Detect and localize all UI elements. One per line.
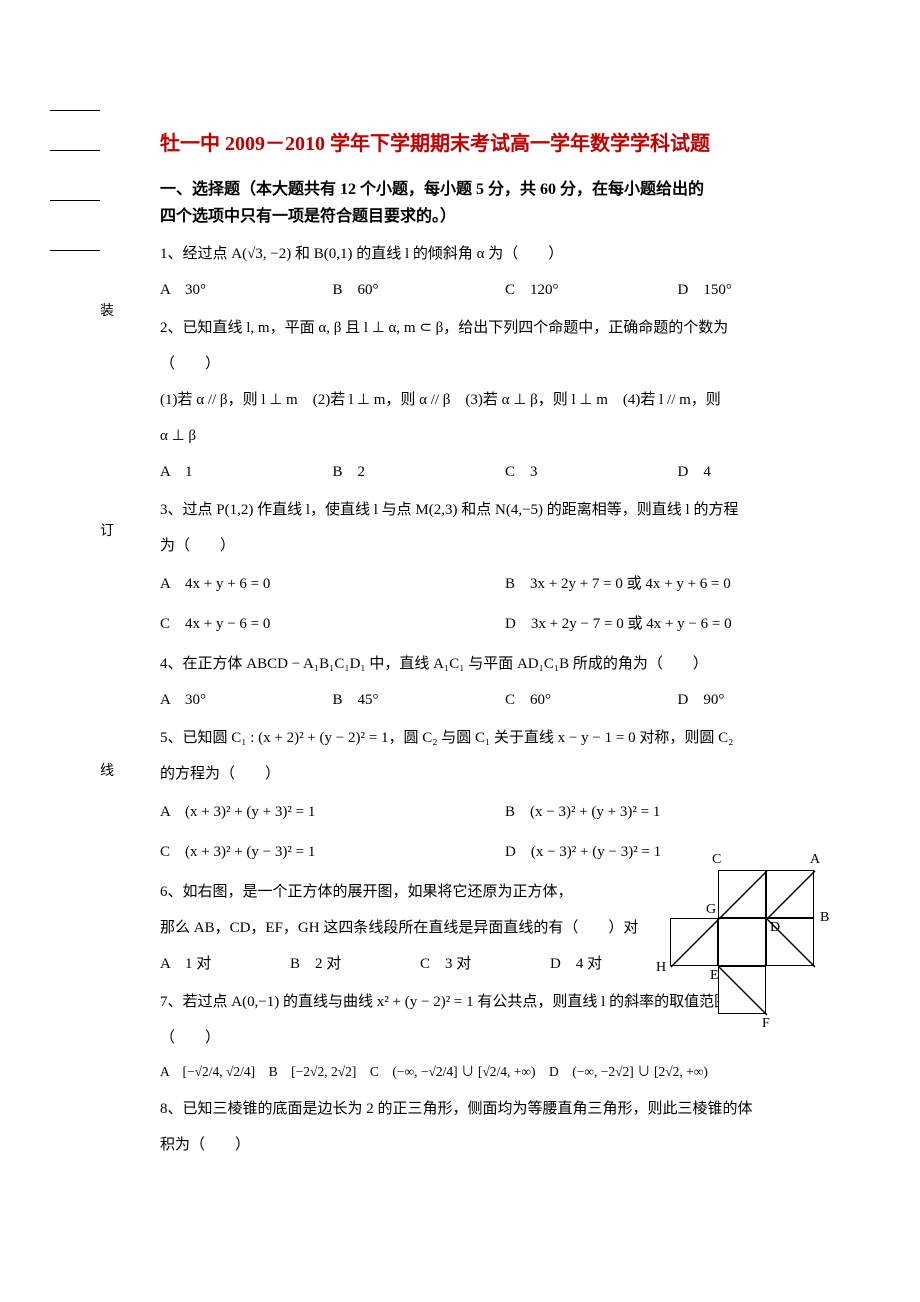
q4-stem: 4、在正方体 ABCD − A₁B₁C₁D₁ 中，直线 A₁C₁ 与平面 AD₁… bbox=[160, 646, 870, 682]
cube-net-lines bbox=[670, 870, 870, 1070]
q3-choice-d: D 3x + 2y − 7 = 0 或 4x + y − 6 = 0 bbox=[505, 604, 850, 644]
section1-heading: 一、选择题（本大题共有 12 个小题，每小题 5 分，共 60 分，在每小题给出… bbox=[160, 176, 870, 230]
margin-mark-xian: 线 bbox=[100, 760, 114, 780]
margin-mark-ding: 订 bbox=[100, 520, 114, 540]
question-6: 6、如右图，是一个正方体的展开图，如果将它还原为正方体， 那么 AB，CD，EF… bbox=[160, 874, 680, 982]
margin-line bbox=[50, 250, 100, 251]
margin-line bbox=[50, 110, 100, 111]
q6-choice-b: B 2 对 bbox=[290, 946, 420, 982]
q1-choice-d: D 150° bbox=[678, 272, 851, 308]
q5-stem-l2: 的方程为（ ） bbox=[160, 756, 870, 792]
q5-choice-d: D (x − 3)² + (y − 3)² = 1 bbox=[505, 832, 850, 872]
margin-line bbox=[50, 150, 100, 151]
cube-label-F: F bbox=[762, 1016, 770, 1032]
cube-label-C: C bbox=[712, 852, 721, 868]
q4-choice-c: C 60° bbox=[505, 682, 678, 718]
question-4: 4、在正方体 ABCD − A₁B₁C₁D₁ 中，直线 A₁C₁ 与平面 AD₁… bbox=[160, 646, 870, 718]
q4-choice-a: A 30° bbox=[160, 682, 333, 718]
exam-title: 牡一中 2009－2010 学年下学期期末考试高一学年数学学科试题 bbox=[160, 120, 870, 168]
cube-net-diagram: C A G D B H E F bbox=[670, 870, 870, 1070]
cube-label-A: A bbox=[810, 852, 820, 868]
cube-label-H: H bbox=[656, 960, 666, 976]
q2-stem-l2: （ ） bbox=[160, 346, 870, 382]
section1-heading-l2: 四个选项中只有一项是符合题目要求的。） bbox=[160, 208, 456, 225]
q8-stem-l2: 积为（ ） bbox=[160, 1127, 870, 1163]
q6-choice-c: C 3 对 bbox=[420, 946, 550, 982]
q2-choice-d: D 4 bbox=[678, 454, 851, 490]
q8-stem-l1: 8、已知三棱锥的底面是边长为 2 的正三角形，侧面均为等腰直角三角形，则此三棱锥… bbox=[160, 1091, 870, 1127]
q2-choices: A 1 B 2 C 3 D 4 bbox=[160, 454, 850, 490]
question-5: 5、已知圆 C₁ : (x + 2)² + (y − 2)² = 1，圆 C₂ … bbox=[160, 720, 870, 872]
question-8: 8、已知三棱锥的底面是边长为 2 的正三角形，侧面均为等腰直角三角形，则此三棱锥… bbox=[160, 1091, 870, 1163]
q2-stem-l1: 2、已知直线 l, m，平面 α, β 且 l ⊥ α, m ⊂ β，给出下列四… bbox=[160, 310, 870, 346]
q6-choice-a: A 1 对 bbox=[160, 946, 290, 982]
cube-label-B: B bbox=[820, 910, 829, 926]
q3-stem-l2: 为（ ） bbox=[160, 528, 870, 564]
q1-choice-a: A 30° bbox=[160, 272, 333, 308]
q3-choices: A 4x + y + 6 = 0 B 3x + 2y + 7 = 0 或 4x … bbox=[160, 564, 850, 644]
q5-choice-a: A (x + 3)² + (y + 3)² = 1 bbox=[160, 792, 505, 832]
section1-heading-l1: 一、选择题（本大题共有 12 个小题，每小题 5 分，共 60 分，在每小题给出… bbox=[160, 181, 704, 198]
q6-choices: A 1 对 B 2 对 C 3 对 D 4 对 bbox=[160, 946, 680, 982]
q3-choice-c: C 4x + y − 6 = 0 bbox=[160, 604, 505, 644]
margin-mark-zhuang: 装 bbox=[100, 300, 114, 320]
q2-props2: α ⊥ β bbox=[160, 418, 870, 454]
q4-choice-b: B 45° bbox=[333, 682, 506, 718]
cube-label-D: D bbox=[770, 920, 780, 936]
q1-choice-b: B 60° bbox=[333, 272, 506, 308]
q5-choice-c: C (x + 3)² + (y − 3)² = 1 bbox=[160, 832, 505, 872]
q2-props: (1)若 α // β，则 l ⊥ m (2)若 l ⊥ m，则 α // β … bbox=[160, 382, 870, 418]
q5-stem-l1: 5、已知圆 C₁ : (x + 2)² + (y − 2)² = 1，圆 C₂ … bbox=[160, 720, 870, 756]
q2-choice-b: B 2 bbox=[333, 454, 506, 490]
q1-choices: A 30° B 60° C 120° D 150° bbox=[160, 272, 850, 308]
q4-choice-d: D 90° bbox=[678, 682, 851, 718]
question-2: 2、已知直线 l, m，平面 α, β 且 l ⊥ α, m ⊂ β，给出下列四… bbox=[160, 310, 870, 490]
cube-label-G: G bbox=[706, 902, 716, 918]
q5-choice-b: B (x − 3)² + (y + 3)² = 1 bbox=[505, 792, 850, 832]
q1-choice-c: C 120° bbox=[505, 272, 678, 308]
q4-choices: A 30° B 45° C 60° D 90° bbox=[160, 682, 850, 718]
q6-stem-l2: 那么 AB，CD，EF，GH 这四条线段所在直线是异面直线的有（ ）对 bbox=[160, 910, 680, 946]
q3-stem-l1: 3、过点 P(1,2) 作直线 l，使直线 l 与点 M(2,3) 和点 N(4… bbox=[160, 492, 870, 528]
question-1: 1、经过点 A(√3, −2) 和 B(0,1) 的直线 l 的倾斜角 α 为（… bbox=[160, 236, 870, 308]
question-3: 3、过点 P(1,2) 作直线 l，使直线 l 与点 M(2,3) 和点 N(4… bbox=[160, 492, 870, 644]
cube-label-E: E bbox=[710, 968, 719, 984]
q3-choice-b: B 3x + 2y + 7 = 0 或 4x + y + 6 = 0 bbox=[505, 564, 850, 604]
q1-stem: 1、经过点 A(√3, −2) 和 B(0,1) 的直线 l 的倾斜角 α 为（… bbox=[160, 236, 870, 272]
q2-choice-a: A 1 bbox=[160, 454, 333, 490]
q3-choice-a: A 4x + y + 6 = 0 bbox=[160, 564, 505, 604]
q5-choices: A (x + 3)² + (y + 3)² = 1 B (x − 3)² + (… bbox=[160, 792, 850, 872]
margin-line bbox=[50, 200, 100, 201]
q6-stem-l1: 6、如右图，是一个正方体的展开图，如果将它还原为正方体， bbox=[160, 874, 680, 910]
q2-choice-c: C 3 bbox=[505, 454, 678, 490]
